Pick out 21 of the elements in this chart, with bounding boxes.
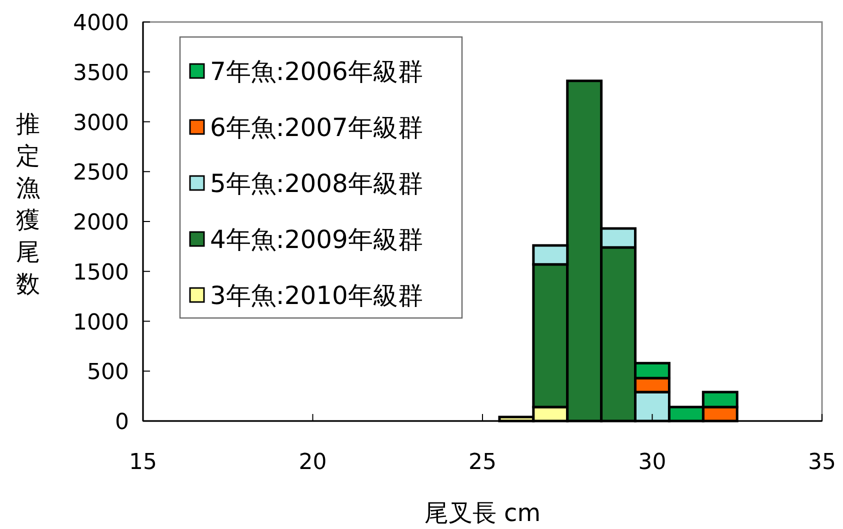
legend-label: 3年魚:2010年級群 xyxy=(210,281,423,310)
y-tick-label: 0 xyxy=(115,410,129,435)
y-tick-label: 4000 xyxy=(73,11,129,36)
y-tick-label: 1000 xyxy=(73,310,129,336)
x-axis-title: 尾叉長 cm xyxy=(424,499,541,527)
y-tick-label: 1500 xyxy=(73,260,129,286)
y-tick-label: 3000 xyxy=(73,110,129,136)
y-tick-label: 2000 xyxy=(73,210,129,236)
y-tick-label: 3500 xyxy=(73,60,129,86)
legend-label: 6年魚:2007年級群 xyxy=(210,113,423,142)
y-tick-label: 500 xyxy=(87,360,129,386)
legend-label: 4年魚:2009年級群 xyxy=(210,225,423,254)
legend-label: 5年魚:2008年級群 xyxy=(210,169,423,198)
x-tick-label: 20 xyxy=(298,450,327,475)
x-tick-label: 30 xyxy=(638,450,666,475)
y-tick-label: 2500 xyxy=(73,160,129,186)
x-tick-label: 15 xyxy=(129,450,157,475)
legend-label: 7年魚:2006年級群 xyxy=(210,57,423,86)
x-tick-label: 35 xyxy=(808,450,836,475)
x-tick-label: 25 xyxy=(468,450,496,475)
y-axis-title: 推定漁獲尾数 xyxy=(16,110,40,298)
